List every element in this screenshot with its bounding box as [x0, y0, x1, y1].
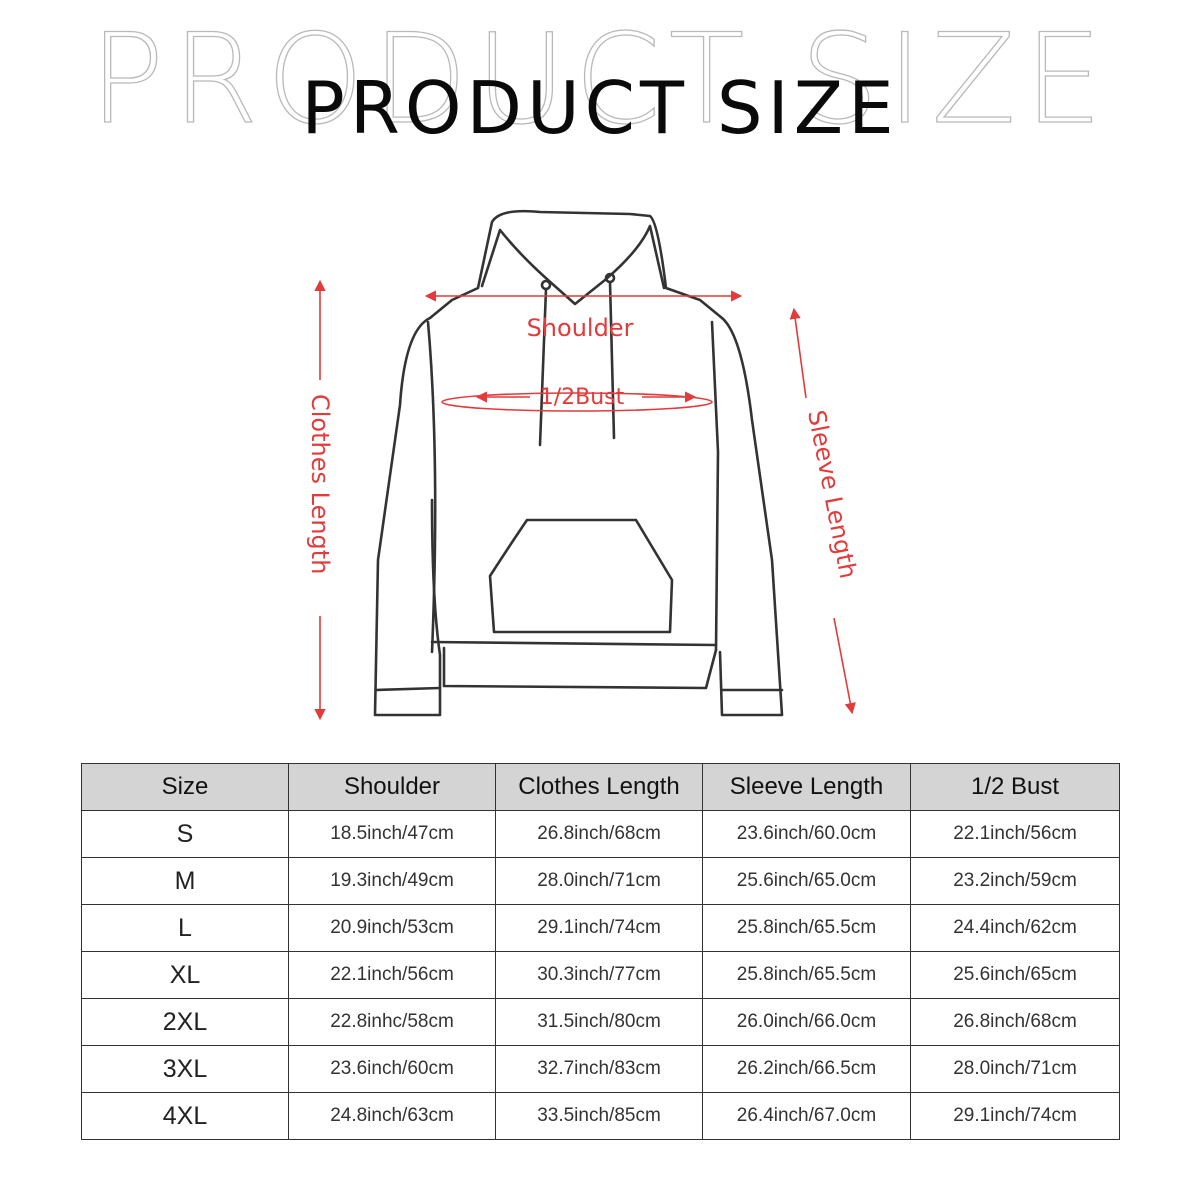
half-bust-cell: 22.1inch/56cm [910, 810, 1120, 858]
sleeve-length-arrow-bottom [833, 617, 856, 715]
half-bust-cell: 23.2inch/59cm [910, 857, 1120, 905]
header-size: Size [81, 763, 289, 811]
page-title: PRODUCT SIZE [301, 66, 899, 150]
sleeve-length-label: Sleeve Length [802, 408, 862, 581]
sleeve-length-cell: 26.2inch/66.5cm [702, 1045, 911, 1093]
clothes-length-cell: 30.3inch/77cm [495, 951, 703, 999]
clothes-length-cell: 33.5inch/85cm [495, 1092, 703, 1140]
table-row: XL 22.1inch/56cm 30.3inch/77cm 25.8inch/… [81, 951, 1120, 999]
hoodie-diagram: Shoulder 1/2Bust Clothes Length Sleeve L… [0, 170, 1200, 740]
background-watermark-title: PRODUCT SIZE [89, 8, 1111, 152]
title-area: PRODUCT SIZE PRODUCT SIZE [0, 0, 1200, 170]
half-bust-cell: 28.0inch/71cm [910, 1045, 1120, 1093]
size-cell: 2XL [81, 998, 289, 1046]
sleeve-length-arrow-top [789, 307, 807, 399]
hoodie-outline [373, 209, 784, 717]
table-header-row: Size Shoulder Clothes Length Sleeve Leng… [81, 763, 1120, 811]
table-row: 4XL 24.8inch/63cm 33.5inch/85cm 26.4inch… [81, 1092, 1120, 1140]
sleeve-length-cell: 26.4inch/67.0cm [702, 1092, 911, 1140]
shoulder-cell: 20.9inch/53cm [288, 904, 496, 952]
sleeve-length-cell: 25.8inch/65.5cm [702, 904, 911, 952]
header-shoulder: Shoulder [288, 763, 496, 811]
clothes-length-cell: 29.1inch/74cm [495, 904, 703, 952]
shoulder-cell: 22.8inhc/58cm [288, 998, 496, 1046]
shoulder-cell: 24.8inch/63cm [288, 1092, 496, 1140]
size-cell: XL [81, 951, 289, 999]
shoulder-cell: 18.5inch/47cm [288, 810, 496, 858]
header-half-bust: 1/2 Bust [910, 763, 1120, 811]
table-row: M 19.3inch/49cm 28.0inch/71cm 25.6inch/6… [81, 857, 1120, 905]
size-cell: 4XL [81, 1092, 289, 1140]
size-chart-table: Size Shoulder Clothes Length Sleeve Leng… [81, 763, 1120, 1140]
clothes-length-cell: 26.8inch/68cm [495, 810, 703, 858]
sleeve-length-cell: 25.6inch/65.0cm [702, 857, 911, 905]
half-bust-cell: 25.6inch/65cm [910, 951, 1120, 999]
shoulder-label: Shoulder [527, 314, 634, 342]
hoodie-illustration: Shoulder 1/2Bust Clothes Length Sleeve L… [306, 209, 862, 721]
header-clothes-length: Clothes Length [495, 763, 703, 811]
shoulder-cell: 22.1inch/56cm [288, 951, 496, 999]
bust-ellipse [441, 392, 713, 412]
half-bust-cell: 26.8inch/68cm [910, 998, 1120, 1046]
size-cell: L [81, 904, 289, 952]
clothes-length-cell: 32.7inch/83cm [495, 1045, 703, 1093]
half-bust-cell: 24.4inch/62cm [910, 904, 1120, 952]
clothes-length-cell: 28.0inch/71cm [495, 857, 703, 905]
half-bust-cell: 29.1inch/74cm [910, 1092, 1120, 1140]
clothes-length-cell: 31.5inch/80cm [495, 998, 703, 1046]
table-row: 3XL 23.6inch/60cm 32.7inch/83cm 26.2inch… [81, 1045, 1120, 1093]
shoulder-cell: 19.3inch/49cm [288, 857, 496, 905]
table-row: 2XL 22.8inhc/58cm 31.5inch/80cm 26.0inch… [81, 998, 1120, 1046]
clothes-length-label: Clothes Length [306, 394, 334, 574]
sleeve-length-cell: 23.6inch/60.0cm [702, 810, 911, 858]
size-cell: 3XL [81, 1045, 289, 1093]
shoulder-cell: 23.6inch/60cm [288, 1045, 496, 1093]
table-row: S 18.5inch/47cm 26.8inch/68cm 23.6inch/6… [81, 810, 1120, 858]
table-row: L 20.9inch/53cm 29.1inch/74cm 25.8inch/6… [81, 904, 1120, 952]
bust-label: 1/2Bust [540, 385, 625, 410]
size-cell: S [81, 810, 289, 858]
sleeve-length-cell: 25.8inch/65.5cm [702, 951, 911, 999]
size-cell: M [81, 857, 289, 905]
header-sleeve-length: Sleeve Length [702, 763, 911, 811]
sleeve-length-cell: 26.0inch/66.0cm [702, 998, 911, 1046]
